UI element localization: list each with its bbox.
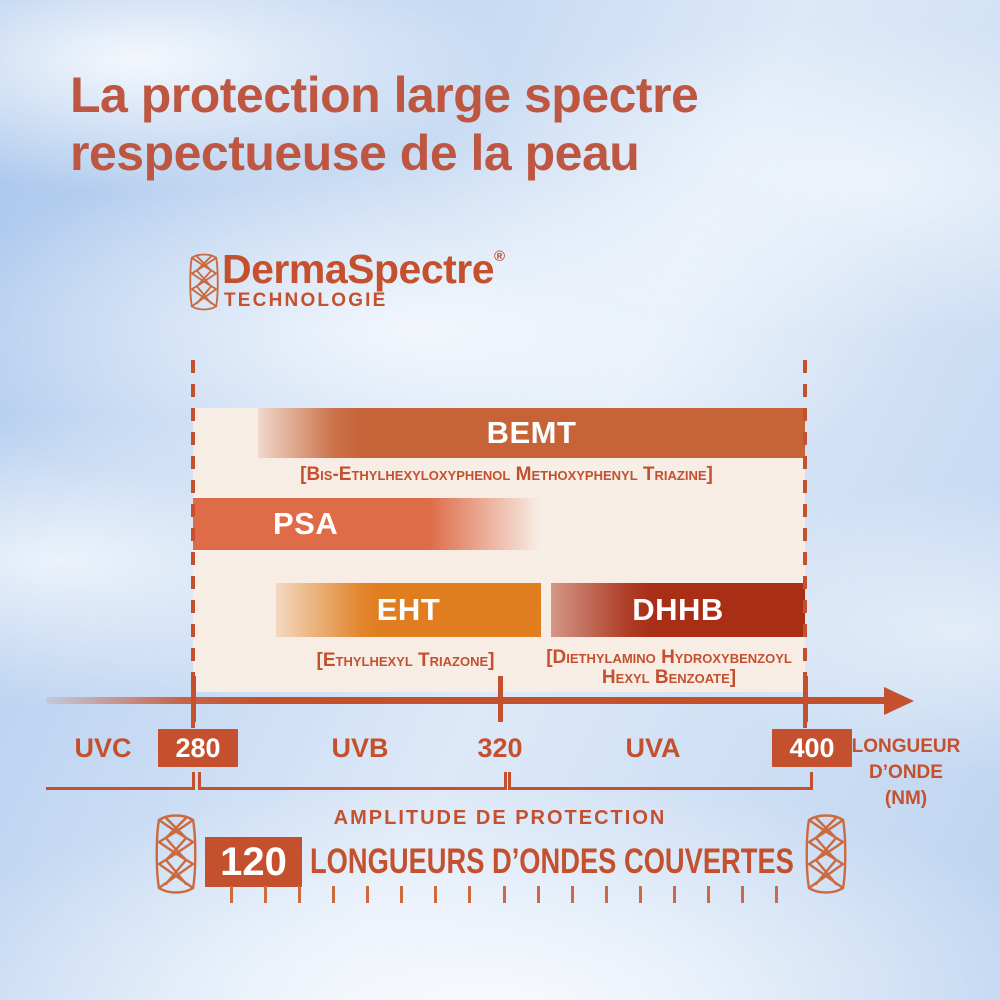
spectrum-mesh-icon bbox=[189, 253, 219, 311]
ruler-tick bbox=[230, 886, 233, 903]
axis-unit-line2: D’ONDE bbox=[869, 762, 943, 783]
bar-eht: EHT bbox=[276, 583, 541, 637]
range-bracket-uva bbox=[508, 772, 813, 790]
tick-value-280: 280 bbox=[158, 729, 238, 767]
ruler-tick bbox=[706, 886, 710, 903]
range-bracket-uvc bbox=[46, 772, 195, 790]
ruler-tick bbox=[604, 886, 608, 903]
spectrum-mesh-icon-right bbox=[805, 814, 847, 894]
axis-tick-320 bbox=[498, 676, 503, 722]
band-label-uvb: UVB bbox=[331, 733, 389, 763]
brand-text: DermaSpectre bbox=[222, 246, 495, 292]
brand-subtitle: TECHNOLOGIE bbox=[224, 290, 388, 311]
amplitude-title: AMPLITUDE DE PROTECTION bbox=[333, 807, 667, 829]
registered-mark: ® bbox=[494, 248, 505, 265]
guide-dashed-400 bbox=[803, 360, 807, 728]
page-title: La protection large spectre respectueuse… bbox=[70, 66, 699, 182]
bar-eht-label: EHT bbox=[376, 592, 441, 627]
axis-unit-line3: (NM) bbox=[884, 788, 928, 809]
ruler-tick bbox=[740, 886, 744, 903]
brand-name: DermaSpectre® bbox=[222, 246, 505, 293]
axis-unit-line1: LONGUEUR bbox=[851, 736, 961, 757]
bar-dhhb-label: DHHB bbox=[632, 592, 724, 627]
amplitude-ruler bbox=[230, 886, 778, 903]
bar-dhhb-caption-line2: Hexyl Benzoate] bbox=[601, 667, 737, 688]
chart-panel: BEMT [Bis-Ethylhexyloxyphenol Methoxyphe… bbox=[193, 408, 805, 692]
axis-unit-label: LONGUEUR D’ONDE (NM) bbox=[848, 734, 964, 812]
ruler-tick bbox=[366, 886, 370, 903]
bar-bemt-caption: [Bis-Ethylhexyloxyphenol Methoxyphenyl T… bbox=[300, 464, 713, 485]
ruler-tick bbox=[332, 886, 336, 903]
page-title-line1: La protection large spectre bbox=[70, 67, 699, 123]
bar-dhhb: DHHB bbox=[551, 583, 805, 637]
amplitude-text: LONGUEURS D’ONDES COUVERTES bbox=[310, 842, 794, 881]
ruler-tick bbox=[672, 886, 676, 903]
band-label-uva: UVA bbox=[625, 733, 681, 763]
band-label-uvc: UVC bbox=[74, 733, 132, 763]
ruler-tick bbox=[775, 886, 778, 903]
wavelength-axis-line bbox=[46, 697, 890, 704]
ruler-tick bbox=[570, 886, 574, 903]
ruler-tick bbox=[298, 886, 302, 903]
bar-eht-caption: [Ethylhexyl Triazone] bbox=[316, 650, 495, 671]
bar-dhhb-caption-line1: [Diethylamino Hydroxybenzoyl bbox=[546, 647, 792, 668]
bar-bemt-label: BEMT bbox=[486, 415, 577, 450]
range-bracket-uvb bbox=[198, 772, 507, 790]
ruler-tick bbox=[468, 886, 472, 903]
spectrum-mesh-icon-left bbox=[155, 814, 197, 894]
tick-value-320: 320 bbox=[477, 733, 523, 763]
bar-psa: PSA bbox=[193, 498, 540, 550]
axis-tick-280 bbox=[191, 676, 196, 722]
axis-tick-400 bbox=[803, 676, 808, 722]
ruler-tick bbox=[400, 886, 404, 903]
ruler-tick bbox=[638, 886, 642, 903]
brand-logo: DermaSpectre® TECHNOLOGIE bbox=[188, 246, 548, 320]
bar-bemt: BEMT bbox=[258, 408, 805, 458]
ruler-tick bbox=[434, 886, 438, 903]
bar-dhhb-caption: [Diethylamino Hydroxybenzoyl Hexyl Benzo… bbox=[531, 648, 807, 688]
ruler-tick bbox=[536, 886, 540, 903]
guide-dashed-280 bbox=[191, 360, 195, 728]
bar-psa-label: PSA bbox=[273, 506, 339, 541]
axis-arrowhead-icon bbox=[884, 687, 914, 715]
ruler-tick bbox=[502, 886, 506, 903]
amplitude-value-badge: 120 bbox=[205, 837, 302, 887]
tick-value-400: 400 bbox=[772, 729, 852, 767]
ruler-tick bbox=[264, 886, 268, 903]
page-title-line2: respectueuse de la peau bbox=[70, 125, 640, 181]
